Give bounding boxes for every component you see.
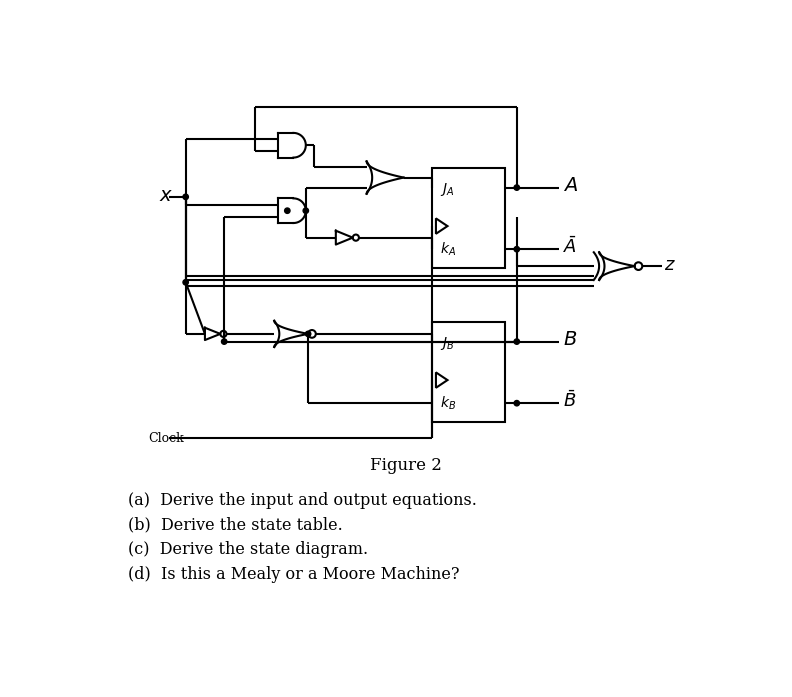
Text: $k_A$: $k_A$ [440, 240, 456, 258]
Circle shape [514, 339, 520, 344]
Bar [432, 322, 505, 422]
Text: (a)  Derive the input and output equations.: (a) Derive the input and output equation… [128, 492, 477, 509]
Text: Figure 2: Figure 2 [370, 457, 442, 474]
Circle shape [284, 208, 290, 213]
Text: $k_B$: $k_B$ [440, 395, 456, 412]
Circle shape [306, 331, 310, 337]
Text: $J_B$: $J_B$ [440, 335, 455, 353]
Text: (d)  Is this a Mealy or a Moore Machine?: (d) Is this a Mealy or a Moore Machine? [128, 566, 459, 583]
Text: $\bar{A}$: $\bar{A}$ [563, 236, 577, 257]
Text: $\bar{B}$: $\bar{B}$ [563, 390, 577, 411]
Text: $A$: $A$ [563, 178, 578, 195]
Bar [432, 169, 505, 268]
Text: (b)  Derive the state table.: (b) Derive the state table. [128, 516, 343, 533]
Text: (c)  Derive the state diagram.: (c) Derive the state diagram. [128, 541, 368, 558]
Text: $x$: $x$ [158, 187, 173, 205]
Circle shape [303, 208, 309, 213]
Circle shape [183, 279, 188, 285]
Text: $z$: $z$ [664, 256, 676, 274]
Circle shape [514, 185, 520, 190]
Circle shape [514, 247, 520, 252]
Circle shape [183, 194, 188, 199]
Text: $B$: $B$ [563, 332, 577, 349]
Circle shape [222, 339, 227, 344]
Text: $J_A$: $J_A$ [440, 181, 454, 199]
Text: Clock: Clock [149, 432, 185, 445]
Circle shape [514, 401, 520, 406]
